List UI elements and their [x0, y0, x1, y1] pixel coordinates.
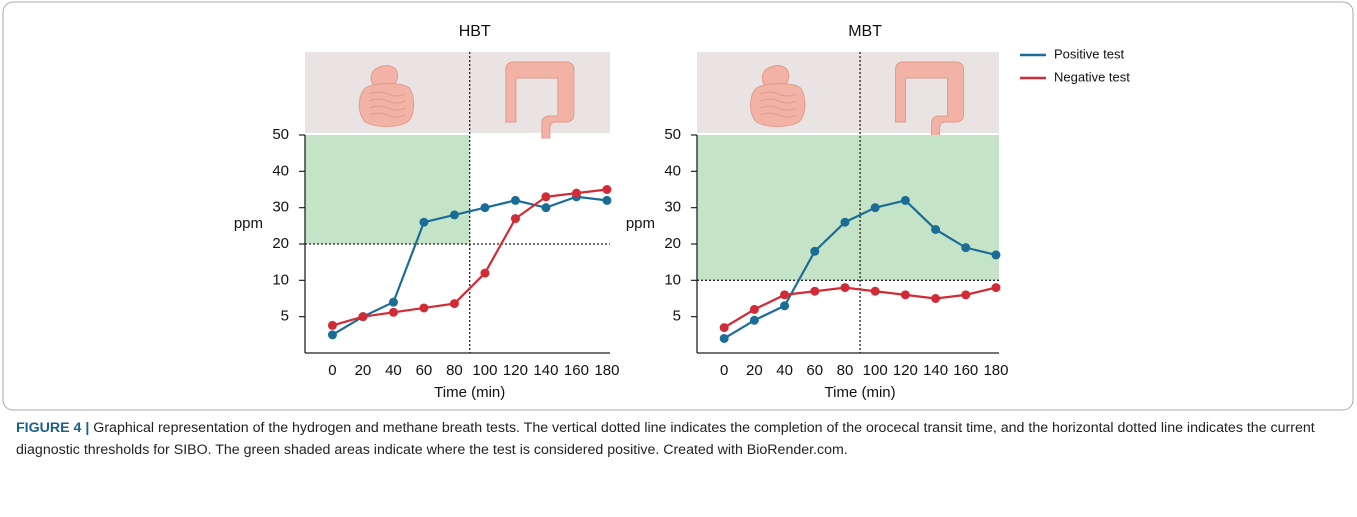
data-point — [901, 196, 910, 205]
page: 51020304050020406080100120140160180HBTTi… — [0, 0, 1357, 517]
data-point — [810, 247, 819, 256]
x-tick-label: 100 — [863, 362, 888, 379]
data-point — [991, 283, 1000, 292]
x-tick-label: 140 — [923, 362, 948, 379]
x-tick-label: 80 — [446, 362, 463, 379]
data-point — [901, 290, 910, 299]
data-point — [780, 301, 789, 310]
y-tick-label: 40 — [272, 162, 289, 179]
data-point — [991, 250, 1000, 259]
data-point — [480, 203, 489, 212]
data-point — [480, 269, 489, 278]
data-point — [389, 308, 398, 317]
small-intestine — [359, 84, 413, 127]
data-point — [419, 303, 428, 312]
x-tick-label: 160 — [564, 362, 589, 379]
data-point — [602, 196, 611, 205]
y-tick-label: 10 — [664, 271, 681, 288]
data-point — [602, 185, 611, 194]
x-tick-label: 180 — [594, 362, 619, 379]
data-point — [541, 192, 550, 201]
y-tick-label: 50 — [272, 126, 289, 143]
x-tick-label: 60 — [806, 362, 823, 379]
x-tick-label: 140 — [533, 362, 558, 379]
data-point — [931, 225, 940, 234]
caption: FIGURE 4 | Graphical representation of t… — [16, 417, 1341, 461]
y-tick-label: 10 — [272, 271, 289, 288]
x-tick-label: 120 — [503, 362, 528, 379]
caption-text: Graphical representation of the hydrogen… — [16, 420, 1315, 458]
data-point — [541, 203, 550, 212]
x-tick-label: 0 — [328, 362, 336, 379]
x-axis-label: Time (min) — [825, 384, 896, 401]
x-tick-label: 40 — [385, 362, 402, 379]
positive-region — [305, 135, 470, 244]
x-tick-label: 0 — [720, 362, 728, 379]
data-point — [961, 243, 970, 252]
legend-label: Positive test — [1054, 46, 1124, 61]
data-point — [780, 290, 789, 299]
y-axis-label: ppm — [234, 215, 263, 232]
data-point — [931, 294, 940, 303]
data-point — [810, 287, 819, 296]
data-point — [720, 334, 729, 343]
data-point — [840, 218, 849, 227]
x-tick-label: 100 — [472, 362, 497, 379]
x-tick-label: 160 — [953, 362, 978, 379]
data-point — [358, 312, 367, 321]
y-axis-label: ppm — [626, 215, 655, 232]
y-tick-label: 5 — [673, 308, 681, 325]
x-tick-label: 120 — [893, 362, 918, 379]
x-tick-label: 20 — [746, 362, 763, 379]
y-tick-label: 5 — [281, 308, 289, 325]
x-tick-label: 40 — [776, 362, 793, 379]
data-point — [389, 298, 398, 307]
y-tick-label: 20 — [664, 235, 681, 252]
y-tick-label: 40 — [664, 162, 681, 179]
chart-title: MBT — [848, 23, 882, 40]
data-point — [572, 189, 581, 198]
data-point — [419, 218, 428, 227]
positive-region — [697, 135, 999, 280]
data-point — [961, 290, 970, 299]
chart-title: HBT — [459, 23, 491, 40]
x-tick-label: 60 — [416, 362, 433, 379]
data-point — [450, 210, 459, 219]
data-point — [511, 196, 520, 205]
data-point — [840, 283, 849, 292]
x-axis-label: Time (min) — [434, 384, 505, 401]
x-tick-label: 20 — [355, 362, 372, 379]
data-point — [450, 299, 459, 308]
data-point — [871, 287, 880, 296]
x-tick-label: 80 — [837, 362, 854, 379]
data-point — [328, 330, 337, 339]
small-intestine — [751, 84, 805, 127]
data-point — [750, 305, 759, 314]
x-tick-label: 180 — [983, 362, 1008, 379]
caption-label: FIGURE 4 | — [16, 420, 89, 436]
data-point — [328, 321, 337, 330]
data-point — [720, 323, 729, 332]
y-tick-label: 50 — [664, 126, 681, 143]
y-tick-label: 30 — [664, 199, 681, 216]
y-tick-label: 30 — [272, 199, 289, 216]
data-point — [750, 316, 759, 325]
data-point — [871, 203, 880, 212]
data-point — [511, 214, 520, 223]
legend-label: Negative test — [1054, 69, 1130, 84]
y-tick-label: 20 — [272, 235, 289, 252]
